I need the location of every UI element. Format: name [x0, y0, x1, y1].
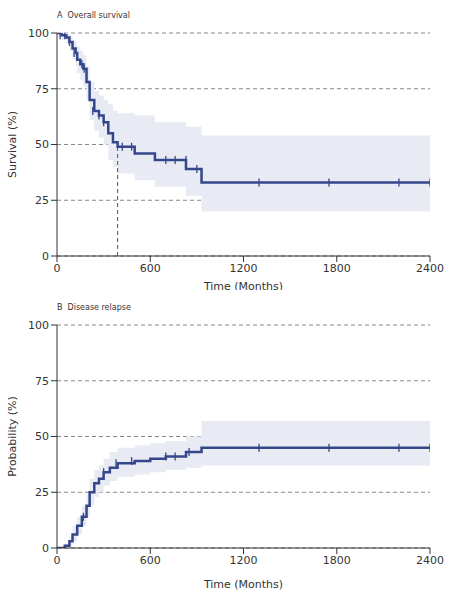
- svg-text:0: 0: [42, 542, 49, 555]
- svg-text:25: 25: [35, 194, 49, 207]
- svg-text:50: 50: [35, 430, 49, 443]
- svg-text:100: 100: [28, 27, 49, 40]
- svg-text:Probability (%): Probability (%): [8, 396, 19, 477]
- html-text:Disease relapse: Disease relapse: [67, 303, 131, 312]
- svg-text:1800: 1800: [323, 262, 351, 275]
- html-text:Overall survival: Overall survival: [67, 11, 130, 20]
- svg-text:75: 75: [35, 83, 49, 96]
- svg-text:600: 600: [140, 554, 161, 567]
- html-text:B: B: [57, 303, 63, 312]
- svg-text:0: 0: [54, 262, 61, 275]
- svg-text:25: 25: [35, 486, 49, 499]
- html-text:A: A: [57, 11, 63, 20]
- svg-text:1200: 1200: [230, 554, 258, 567]
- svg-text:1800: 1800: [323, 554, 351, 567]
- svg-text:Time (Months): Time (Months): [203, 280, 283, 290]
- svg-text:Time (Months): Time (Months): [203, 578, 283, 591]
- svg-text:2400: 2400: [416, 262, 444, 275]
- svg-text:2400: 2400: [416, 554, 444, 567]
- svg-text:75: 75: [35, 375, 49, 388]
- svg-text:50: 50: [35, 138, 49, 151]
- svg-text:Survival (%): Survival (%): [8, 111, 19, 178]
- svg-text:1200: 1200: [230, 262, 258, 275]
- svg-text:0: 0: [54, 554, 61, 567]
- svg-text:100: 100: [28, 319, 49, 332]
- svg-text:0: 0: [42, 250, 49, 263]
- svg-text:600: 600: [140, 262, 161, 275]
